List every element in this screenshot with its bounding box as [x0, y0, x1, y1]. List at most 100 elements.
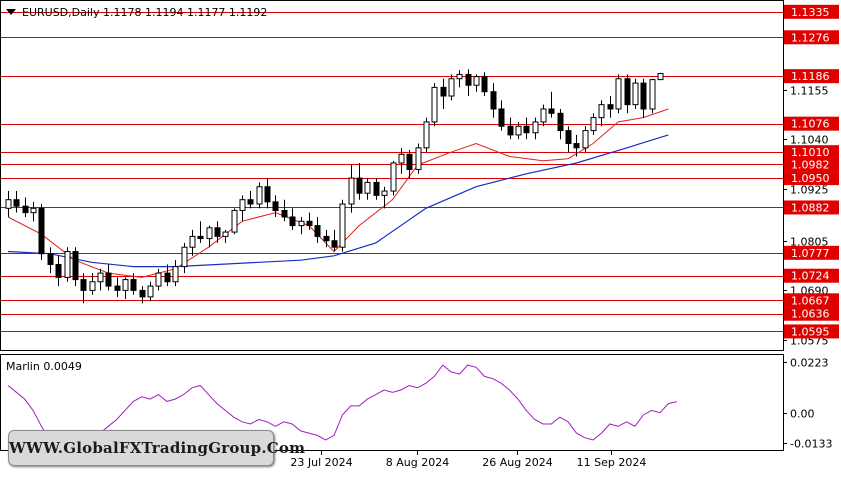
candle	[582, 126, 589, 153]
candle-body	[181, 246, 188, 268]
candle	[97, 268, 104, 291]
chart-menu-triangle-icon[interactable]	[6, 9, 16, 15]
level-label-text: 1.1276	[791, 31, 830, 44]
candle-body	[13, 199, 20, 207]
candle	[607, 96, 614, 118]
candle	[122, 277, 129, 300]
candle	[431, 83, 438, 127]
watermark-text: WWW.GlobalFXTradingGroup.Com	[9, 439, 306, 457]
candle-body	[456, 73, 463, 80]
candle-body	[139, 289, 146, 298]
indicator-name-label: Marlin 0.0049	[6, 360, 82, 373]
candle-body	[398, 153, 405, 164]
candle	[440, 78, 447, 109]
level-label: 1.0595	[784, 324, 839, 339]
candle-body	[515, 125, 522, 136]
candle-body	[256, 186, 263, 205]
level-label-text: 1.0950	[791, 172, 830, 185]
candle-body	[30, 207, 37, 214]
level-label-bg	[784, 245, 839, 260]
candle	[130, 273, 137, 295]
candle-body	[331, 240, 338, 248]
candle	[473, 74, 480, 92]
candle-body	[540, 108, 547, 123]
candle-body	[339, 203, 346, 248]
candle	[515, 121, 522, 140]
candle-body	[406, 153, 413, 170]
candle-body	[624, 78, 631, 106]
candlesticks	[5, 69, 664, 304]
candle	[247, 191, 254, 209]
candle	[540, 104, 547, 127]
candle	[289, 208, 296, 230]
candle	[47, 247, 54, 274]
level-label-bg	[784, 324, 839, 339]
candle-body	[105, 272, 112, 287]
candle-body	[348, 177, 355, 205]
indicator-tick-label: -0.0133	[790, 438, 832, 451]
candle	[206, 225, 213, 248]
level-label-bg	[784, 306, 839, 321]
candle-body	[356, 177, 363, 194]
symbol-info-label: EURUSD,Daily 1.1178 1.1194 1.1177 1.1192	[22, 6, 267, 19]
level-label-text: 1.0724	[791, 270, 830, 283]
candle-body	[239, 199, 246, 211]
candle	[356, 162, 363, 200]
level-label-text: 1.0777	[791, 247, 830, 260]
candle	[164, 264, 171, 287]
candle	[38, 204, 45, 261]
level-label-bg	[784, 157, 839, 172]
candle	[381, 186, 388, 209]
candle-body	[490, 91, 497, 110]
candle-body	[89, 281, 96, 291]
level-label-text: 1.1186	[791, 70, 830, 83]
candle	[214, 221, 221, 243]
candle	[13, 191, 20, 213]
level-label-text: 1.0982	[791, 158, 830, 171]
candle	[481, 72, 488, 97]
price-tick-label: 1.1040	[790, 134, 829, 147]
candle-body	[632, 82, 639, 106]
candle-body	[147, 285, 154, 298]
candle-body	[38, 207, 45, 255]
candle-body	[615, 78, 622, 110]
time-axis: 23 Jul 2024 8 Aug 2024 26 Aug 2024 11 Sep 2…	[290, 451, 646, 469]
candle	[105, 264, 112, 291]
level-label: 1.0882	[784, 200, 839, 215]
price-tick-label: 1.0925	[790, 184, 829, 197]
candle-body	[222, 231, 229, 237]
candle-body	[314, 225, 321, 237]
candle-body	[189, 235, 196, 248]
candle-body	[80, 279, 87, 291]
candle	[147, 281, 154, 302]
candle	[548, 91, 555, 118]
indicator-axis: 0.0223 0.00 -0.0133	[783, 357, 832, 451]
candle-body	[72, 251, 79, 281]
candle-body	[481, 76, 488, 93]
candle	[573, 134, 580, 157]
level-label: 1.0636	[784, 306, 839, 321]
candle-body	[573, 143, 580, 149]
candle-body	[64, 251, 71, 278]
candle-body	[231, 209, 238, 233]
candle-body	[97, 272, 104, 283]
level-label-bg	[784, 171, 839, 186]
candle	[498, 100, 505, 131]
candle-body	[22, 205, 29, 214]
candle	[80, 273, 87, 304]
candle-body	[465, 73, 472, 86]
candle-body	[264, 186, 271, 203]
candle	[390, 160, 397, 196]
level-label: 1.1335	[784, 4, 839, 19]
candle	[306, 212, 313, 230]
candle	[649, 78, 656, 114]
time-tick-label: 26 Aug 2024	[482, 456, 552, 469]
indicator-line	[7, 364, 677, 449]
level-label: 1.1276	[784, 30, 839, 45]
candle	[281, 199, 288, 222]
candle	[406, 150, 413, 179]
candle	[624, 74, 631, 114]
candle	[615, 74, 622, 114]
